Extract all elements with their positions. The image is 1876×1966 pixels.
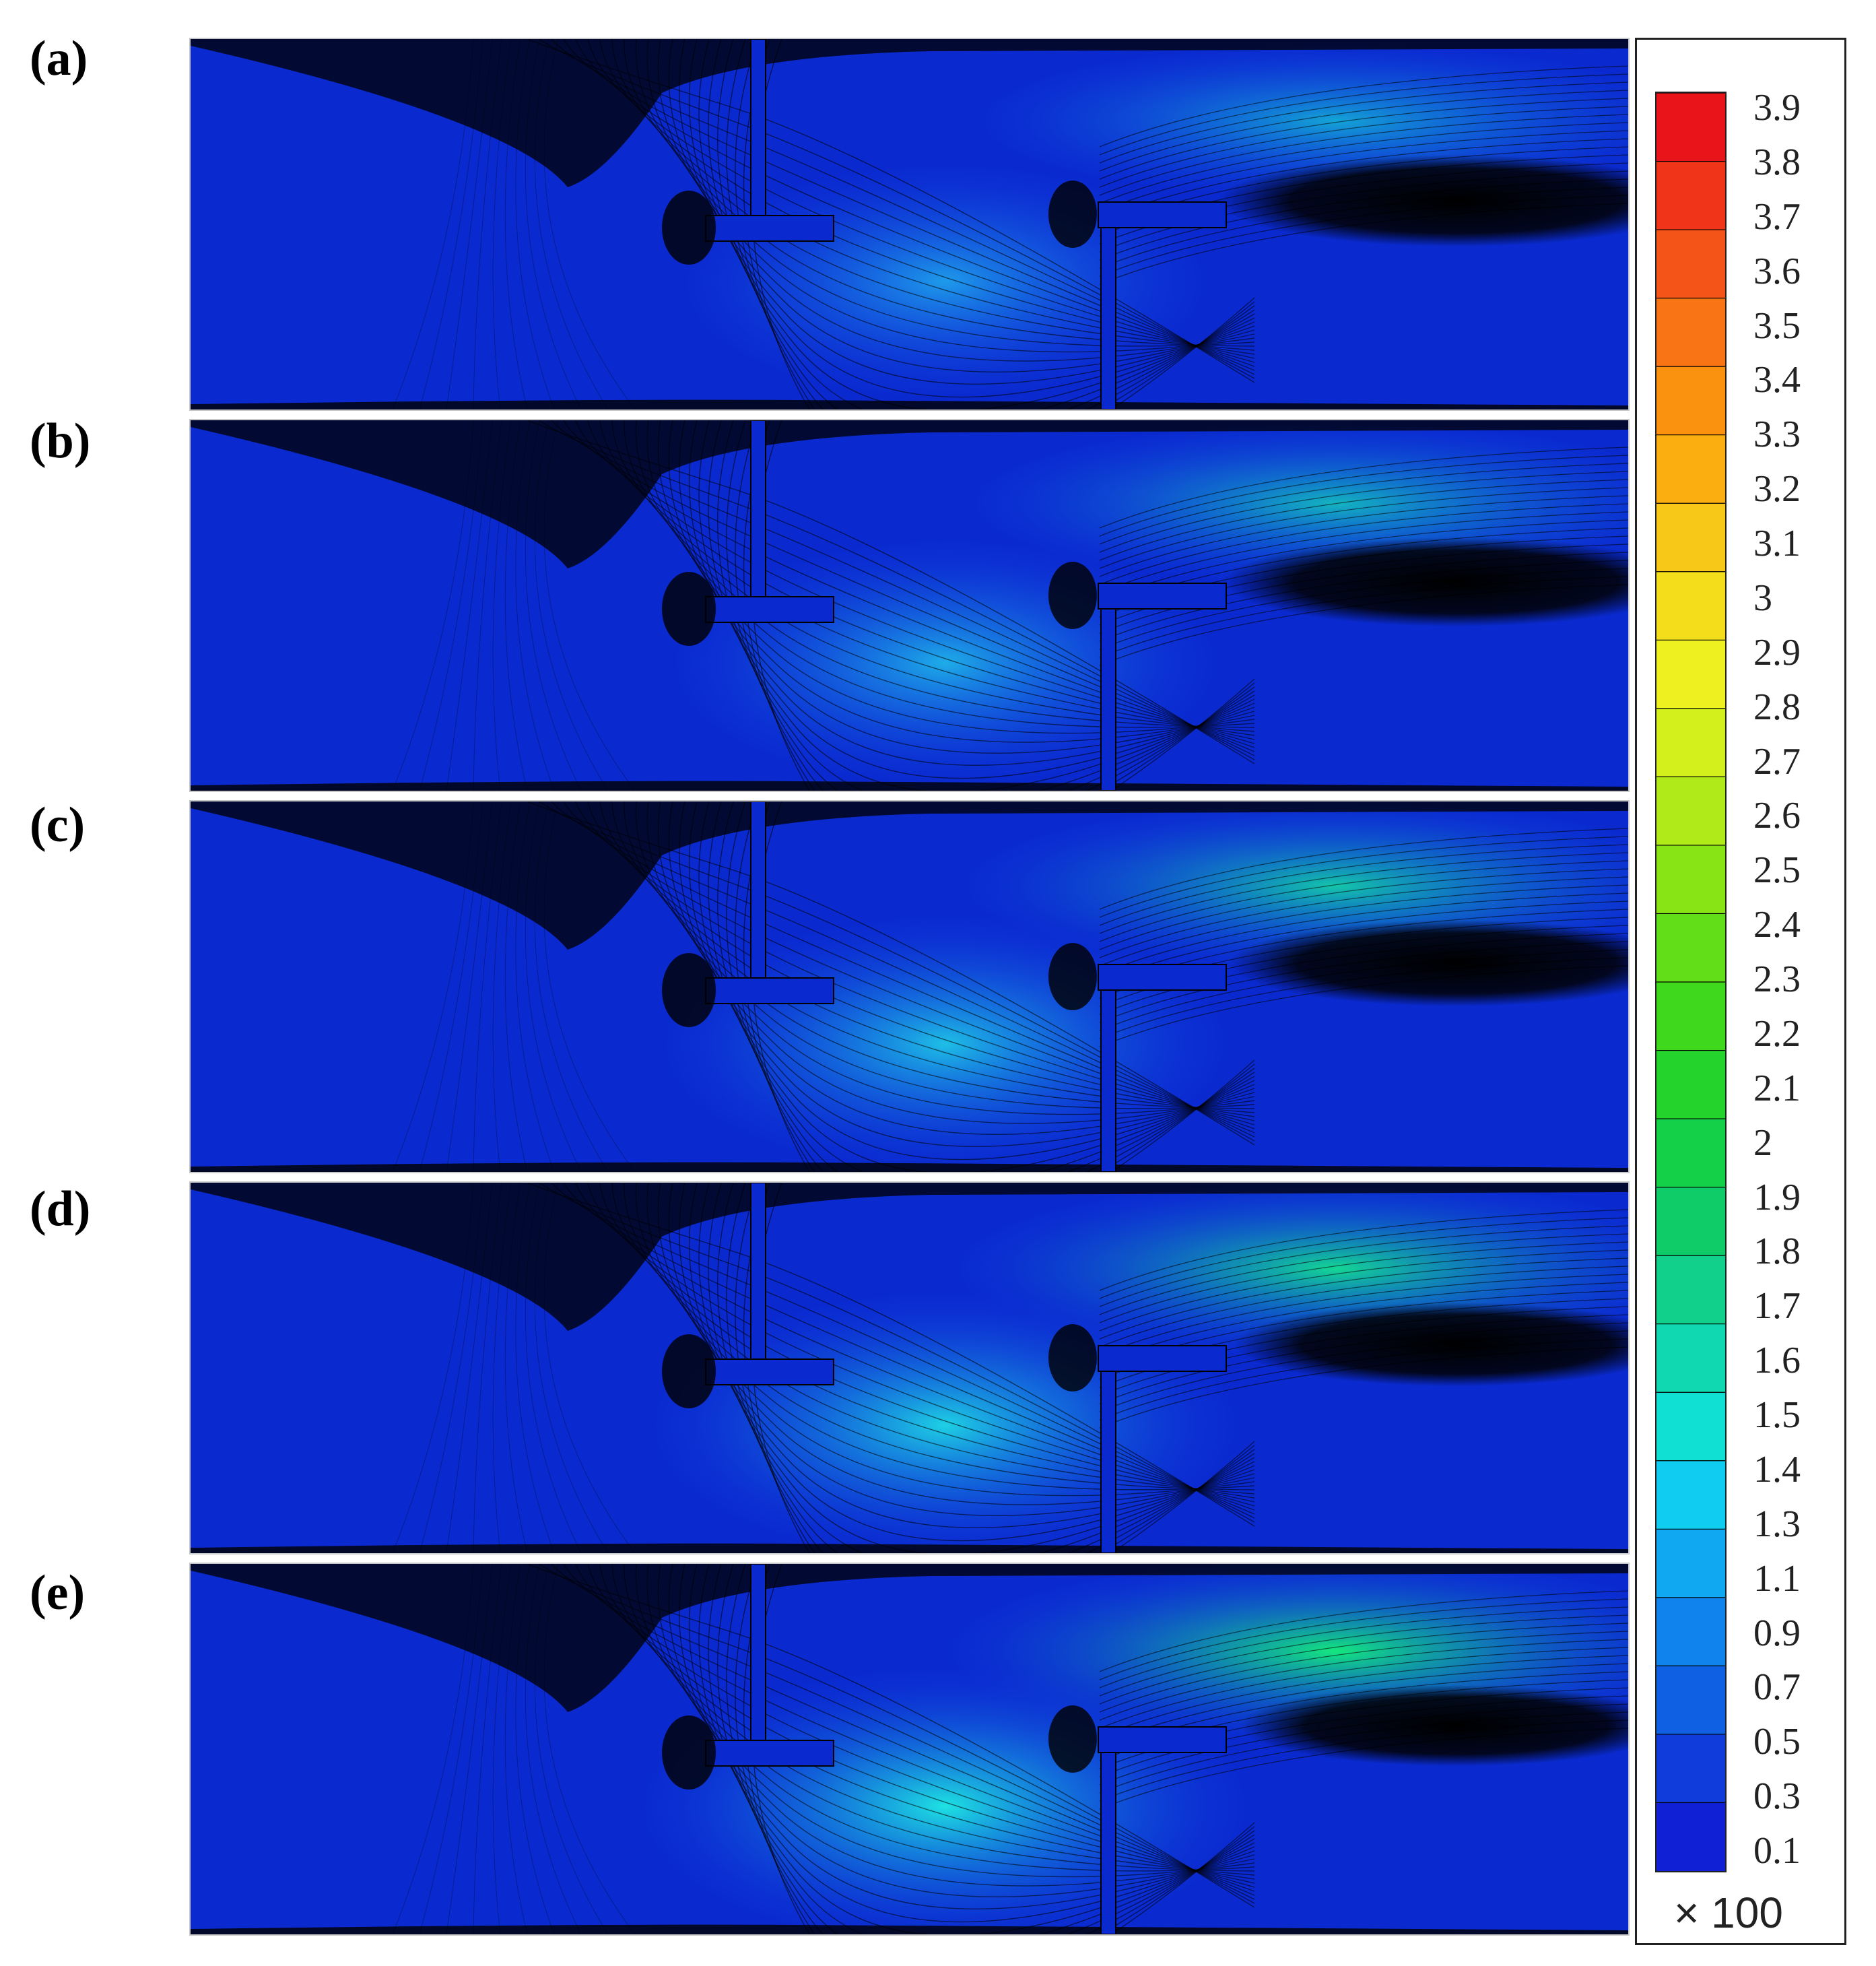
colorbar-tick-label: 2.5 [1753, 849, 1801, 892]
colorbar-tick-label: 1.3 [1753, 1503, 1801, 1545]
colorbar-tick-label: 2.1 [1753, 1067, 1801, 1109]
panel-label-b: (b) [30, 414, 91, 469]
colorbar-tick-label: 2.6 [1753, 795, 1801, 837]
colorbar-multiplier: × 100 [1674, 1889, 1783, 1937]
colorbar-tick-label: 2.3 [1753, 958, 1801, 1000]
colorbar-tick-label: 1.8 [1753, 1231, 1801, 1273]
colorbar-tick-label: 3.7 [1753, 195, 1801, 238]
contour-panel-c [189, 800, 1630, 1173]
colorbar-tick-label: 1.6 [1753, 1340, 1801, 1382]
colorbar-tick-label: 3.8 [1753, 141, 1801, 183]
colorbar-tick-label: 1.7 [1753, 1285, 1801, 1328]
colorbar-tick-label: 3.1 [1753, 523, 1801, 564]
panel-label-a: (a) [30, 31, 88, 86]
colorbar [1655, 92, 1727, 1872]
colorbar-tick-label: 2.7 [1753, 740, 1801, 783]
colorbar-tick-label: 1.1 [1753, 1557, 1801, 1600]
colorbar-tick-label: 2.4 [1753, 904, 1801, 946]
colorbar-tick-label: 0.5 [1753, 1721, 1801, 1763]
colorbar-tick-label: 0.7 [1753, 1666, 1801, 1709]
colorbar-tick-label: 3.5 [1753, 304, 1801, 347]
contour-panel-a [189, 38, 1630, 411]
colorbar-tick-label: 2.2 [1753, 1012, 1801, 1055]
contour-panel-d [189, 1181, 1630, 1554]
colorbar-tick-label: 3.4 [1753, 359, 1801, 401]
colorbar-tick-label: 0.3 [1753, 1775, 1801, 1818]
panel-label-e: (e) [30, 1565, 86, 1620]
colorbar-tick-label: 3.3 [1753, 414, 1801, 456]
colorbar-tick-label: 2 [1753, 1121, 1772, 1164]
panel-label-d: (d) [30, 1181, 91, 1237]
colorbar-tick-label: 2.8 [1753, 686, 1801, 728]
colorbar-tick-label: 3.2 [1753, 468, 1801, 511]
colorbar-tick-label: 3 [1753, 577, 1772, 619]
contour-panel-e [189, 1563, 1630, 1936]
panel-label-c: (c) [30, 797, 86, 853]
contour-panel-b [189, 419, 1630, 792]
colorbar-tick-label: 3.6 [1753, 250, 1801, 292]
colorbar-tick-label: 0.1 [1753, 1830, 1801, 1872]
colorbar-tick-label: 3.9 [1753, 87, 1801, 129]
colorbar-tick-label: 1.4 [1753, 1448, 1801, 1490]
colorbar-tick-label: 2.9 [1753, 631, 1801, 674]
colorbar-tick-label: 0.9 [1753, 1612, 1801, 1654]
colorbar-tick-label: 1.5 [1753, 1394, 1801, 1436]
colorbar-tick-label: 1.9 [1753, 1176, 1801, 1218]
